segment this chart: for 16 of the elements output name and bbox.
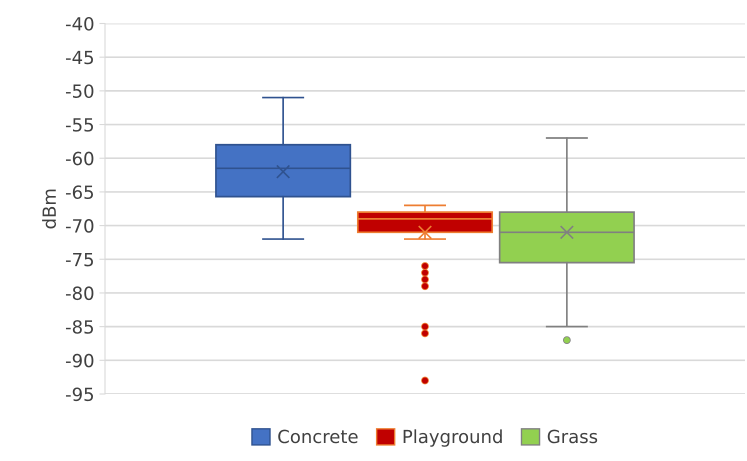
- y-tick-label: -55: [66, 118, 94, 132]
- legend-label: Concrete: [278, 430, 358, 444]
- y-tick-label: -60: [66, 152, 94, 166]
- legend-label: Grass: [548, 430, 598, 444]
- y-tick-label: -85: [66, 320, 94, 334]
- y-tick-label: -70: [66, 219, 94, 233]
- y-tick-label: -90: [66, 354, 94, 368]
- y-tick-label: -80: [66, 286, 94, 300]
- y-tick-label: -50: [66, 84, 94, 98]
- y-axis-title: dBm: [42, 190, 56, 228]
- y-tick-label: -65: [66, 185, 94, 200]
- y-tick-label: -40: [66, 16, 94, 31]
- y-tick-label: -95: [66, 387, 94, 402]
- y-tick-label: -75: [66, 252, 94, 266]
- y-tick-label: -45: [66, 50, 94, 64]
- legend-label: Playground: [404, 429, 502, 447]
